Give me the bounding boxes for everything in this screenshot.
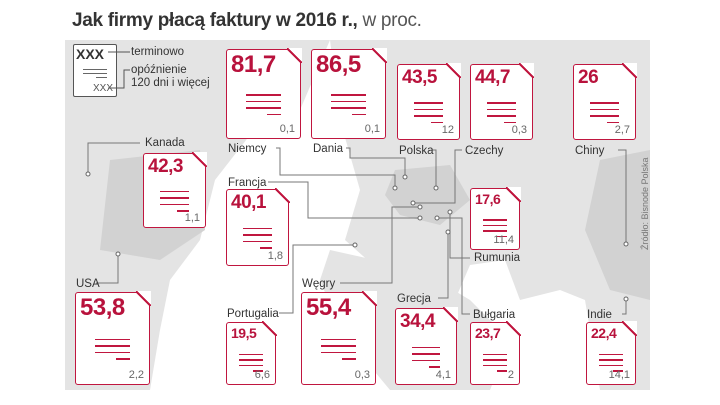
invoice-card-wegry: 55,4 0,3: [301, 291, 377, 385]
invoice-card-rumunia: 17,6 11,4: [470, 187, 521, 250]
late-120-value: 11,4: [493, 234, 514, 246]
on-time-value: 40,1: [231, 192, 266, 213]
late-120-value: 1,1: [184, 212, 200, 224]
on-time-value: 44,7: [475, 67, 510, 88]
late-120-value: 0,1: [364, 123, 380, 135]
on-time-value: 86,5: [316, 51, 361, 78]
on-time-value: 55,4: [306, 294, 351, 321]
late-120-value: 0,3: [354, 369, 370, 381]
country-label-dania: Dania: [313, 143, 344, 155]
invoice-card-usa: 53,8 2,2: [75, 291, 151, 385]
legend-late-label-2: 120 dni i więcej: [131, 77, 210, 89]
late-120-value: 12: [441, 124, 454, 136]
on-time-value: 26: [578, 67, 599, 88]
late-120-value: 0,3: [511, 124, 527, 136]
document-lines-icon: [239, 353, 263, 376]
late-120-value: 2: [507, 369, 514, 381]
late-120-value: 1,8: [267, 250, 283, 262]
country-label-portugalia: Portugalia: [227, 308, 279, 320]
on-time-value: 53,8: [80, 294, 125, 321]
document-lines-icon: [320, 338, 357, 365]
document-lines-icon: [483, 353, 507, 376]
legend-document-icon: XXX XXX: [73, 44, 117, 97]
document-lines-icon: [411, 346, 441, 373]
country-label-francja: Francja: [228, 177, 267, 189]
on-time-value: 19,5: [231, 325, 257, 341]
country-label-czechy: Czechy: [465, 145, 504, 157]
document-lines-icon: [330, 94, 367, 120]
document-lines-icon: [599, 353, 623, 376]
late-120-value: 4,1: [435, 369, 451, 381]
country-label-kanada: Kanada: [145, 137, 185, 149]
invoice-card-indie: 22,4 14,1: [586, 321, 637, 385]
on-time-value: 43,5: [402, 67, 437, 88]
country-label-indie: Indie: [587, 309, 612, 321]
legend-late-label: opóźnienie: [131, 64, 187, 76]
invoice-card-kanada: 42,3 1,1: [143, 152, 207, 228]
country-label-wegry: Węgry: [302, 278, 336, 290]
on-time-value: 42,3: [148, 156, 183, 177]
late-120-value: 0,1: [279, 123, 295, 135]
invoice-card-czechy: 44,7 0,3: [470, 63, 534, 140]
document-lines-icon: [242, 227, 273, 254]
document-lines-icon: [245, 94, 282, 120]
late-120-value: 14,1: [608, 369, 630, 381]
country-label-chiny: Chiny: [575, 145, 605, 157]
on-time-value: 34,4: [400, 311, 435, 332]
late-120-value: 2,7: [614, 124, 630, 136]
on-time-value: 81,7: [231, 51, 276, 78]
legend-on-time-sample: XXX: [76, 46, 105, 62]
document-lines-icon: [483, 219, 507, 241]
country-label-grecja: Grecja: [397, 293, 431, 305]
late-120-value: 2,2: [128, 369, 144, 381]
page-title: Jak firmy płacą faktury w 2016 r., w pro…: [72, 10, 422, 31]
source-note: Źródło: Bisnode Polska: [640, 157, 650, 250]
invoice-card-grecja: 34,4 4,1: [395, 307, 458, 385]
country-label-bugaria: Bułgaria: [473, 309, 516, 321]
legend-on-time-label: terminowo: [131, 46, 185, 58]
on-time-value: 22,4: [591, 325, 617, 341]
country-label-rumunia: Rumunia: [474, 252, 521, 264]
late-120-value: 6,6: [254, 369, 270, 381]
country-label-niemcy: Niemcy: [228, 143, 267, 155]
invoice-card-chiny: 26 2,7: [573, 63, 637, 140]
invoice-card-niemcy: 81,7 0,1: [226, 48, 302, 139]
country-label-polska: Polska: [399, 145, 434, 157]
on-time-value: 23,7: [475, 325, 501, 341]
on-time-value: 17,6: [475, 191, 501, 207]
country-label-usa: USA: [76, 278, 100, 290]
legend-late-sample: XXX: [92, 83, 113, 94]
invoice-card-portugalia: 19,5 6,6: [226, 321, 277, 385]
document-lines-icon: [159, 190, 190, 217]
document-lines-icon: [94, 338, 131, 365]
invoice-card-dania: 86,5 0,1: [311, 48, 387, 139]
invoice-card-bugaria: 23,7 2: [470, 321, 521, 385]
document-lines-icon: [413, 102, 444, 128]
document-lines-icon: [589, 102, 620, 128]
invoice-card-francja: 40,1 1,8: [226, 188, 290, 266]
document-lines-icon: [486, 102, 517, 128]
invoice-card-polska: 43,5 12: [397, 63, 461, 140]
